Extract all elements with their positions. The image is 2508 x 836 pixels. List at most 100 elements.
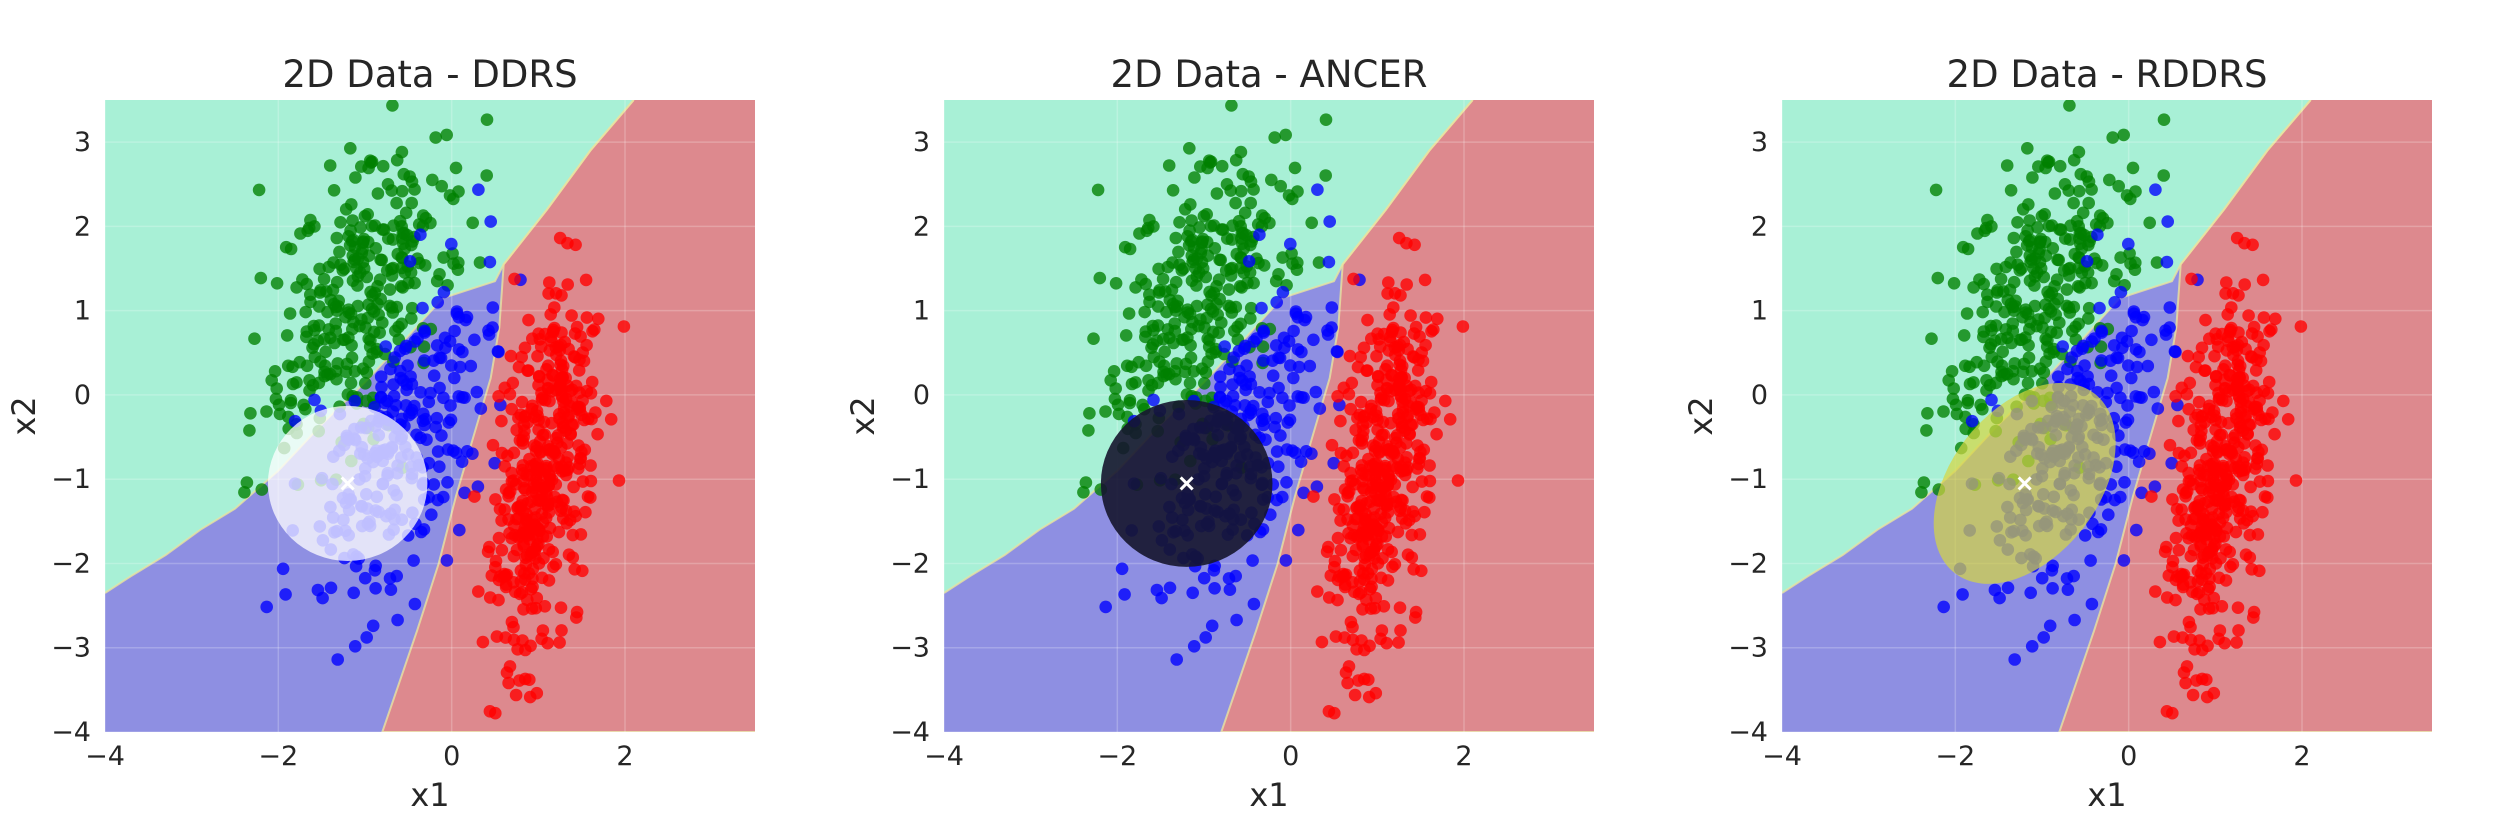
data-point: [312, 319, 326, 332]
data-point: [2192, 395, 2206, 409]
data-point: [541, 636, 554, 650]
data-point: [2220, 276, 2233, 289]
data-point: [1985, 393, 1998, 407]
data-point: [1360, 593, 1373, 607]
data-point: [395, 184, 409, 198]
data-point: [2160, 705, 2174, 718]
data-point: [329, 324, 343, 338]
data-point: [433, 268, 446, 281]
data-point: [1169, 304, 1183, 318]
data-point: [2133, 345, 2146, 359]
data-point: [1991, 284, 2004, 297]
data-point: [1348, 688, 1362, 702]
data-point: [2004, 256, 2017, 269]
data-point: [537, 415, 551, 429]
data-point: [1394, 390, 1408, 404]
data-point: [2024, 233, 2037, 247]
data-point: [2222, 447, 2236, 461]
data-point: [2125, 371, 2138, 385]
data-point: [1173, 216, 1186, 229]
data-point: [533, 445, 547, 459]
data-point: [483, 705, 497, 718]
data-point: [361, 311, 375, 325]
data-point: [1279, 554, 1293, 567]
data-point: [383, 283, 397, 296]
data-point: [1350, 500, 1364, 514]
data-point: [545, 334, 558, 348]
data-point: [555, 624, 568, 637]
data-point: [576, 564, 589, 578]
data-point: [1122, 307, 1136, 320]
data-point: [338, 262, 351, 275]
data-point: [1288, 446, 1302, 460]
data-point: [1346, 549, 1360, 563]
data-point: [2135, 486, 2148, 500]
data-point: [484, 215, 498, 228]
data-point: [417, 407, 430, 421]
data-point: [480, 113, 494, 126]
data-point: [2268, 427, 2281, 441]
data-point: [535, 571, 549, 585]
data-point: [2043, 619, 2057, 633]
data-point: [354, 221, 367, 234]
data-point: [1186, 255, 1199, 269]
data-point: [2080, 254, 2094, 268]
data-point: [562, 548, 576, 561]
y-tick-label: −4: [890, 717, 930, 748]
data-point: [1356, 430, 1369, 444]
data-point: [509, 688, 523, 702]
data-point: [548, 301, 561, 314]
data-point: [1920, 424, 1933, 437]
data-point: [520, 469, 534, 482]
data-point: [386, 100, 399, 112]
data-point: [1208, 582, 1221, 595]
data-point: [592, 312, 605, 326]
data-point: [1949, 398, 1963, 412]
data-point: [440, 128, 454, 142]
data-point: [2179, 676, 2192, 690]
data-point: [1227, 351, 1240, 364]
data-point: [562, 409, 576, 422]
data-point: [1309, 385, 1323, 399]
data-point: [547, 560, 560, 574]
data-point: [505, 531, 518, 545]
data-point: [2120, 189, 2134, 202]
data-point: [1451, 474, 1465, 487]
data-point: [437, 391, 450, 405]
data-point: [2119, 416, 2133, 429]
data-point: [567, 480, 580, 494]
data-point: [559, 456, 573, 470]
y-tick-label: 0: [1751, 380, 1768, 411]
data-point: [1351, 411, 1364, 425]
data-point: [2106, 131, 2119, 144]
data-point: [244, 407, 257, 420]
data-point: [371, 187, 385, 200]
data-point: [1386, 560, 1399, 574]
data-point: [1957, 329, 1971, 342]
data-point: [2011, 216, 2024, 229]
y-tick-label: −3: [1728, 633, 1768, 664]
data-point: [460, 445, 474, 458]
data-point: [324, 293, 338, 307]
data-point: [555, 390, 569, 404]
data-point: [1312, 256, 1326, 269]
data-point: [1980, 384, 1993, 397]
data-point: [2046, 582, 2059, 595]
data-point: [1203, 285, 1216, 299]
data-point: [580, 338, 593, 352]
data-point: [1123, 396, 1136, 410]
data-point: [1363, 549, 1376, 562]
data-point: [2147, 385, 2161, 399]
data-point: [347, 315, 360, 329]
data-point: [2195, 672, 2209, 686]
data-point: [437, 251, 450, 264]
data-point: [2127, 305, 2141, 318]
data-point: [1141, 221, 1155, 235]
y-axis-label: x2: [1682, 396, 1720, 435]
data-point: [2198, 364, 2211, 378]
data-point: [2091, 228, 2104, 241]
data-point: [1343, 349, 1357, 363]
data-point: [1305, 216, 1318, 230]
data-point: [2166, 493, 2179, 506]
